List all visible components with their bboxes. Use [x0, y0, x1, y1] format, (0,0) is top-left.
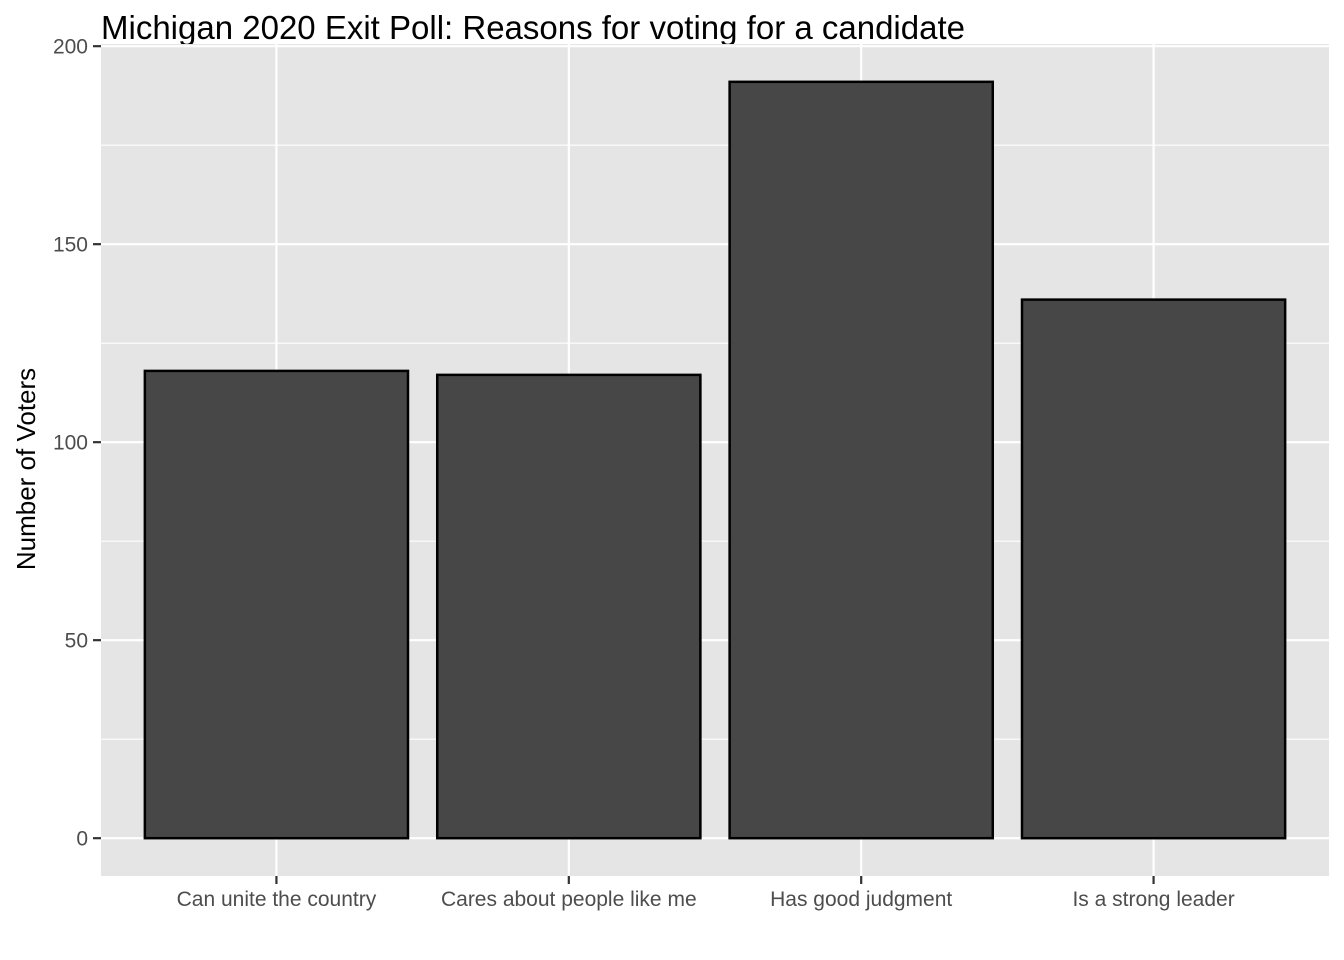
y-tick-label: 0: [76, 828, 88, 851]
bar-3: [728, 80, 995, 840]
bar-1: [143, 369, 410, 840]
chart-title: Michigan 2020 Exit Poll: Reasons for vot…: [101, 9, 965, 46]
y-tick-label: 50: [65, 630, 88, 653]
y-tick-label: 200: [53, 36, 88, 59]
y-axis-title: Number of Voters: [11, 368, 41, 570]
x-tick-label: Is a strong leader: [1072, 888, 1234, 911]
x-tick-label: Cares about people like me: [441, 888, 697, 911]
bar-4: [1020, 298, 1287, 840]
y-tick-label: 100: [53, 432, 88, 455]
x-tick-label: Can unite the country: [177, 888, 377, 911]
x-tick-label: Has good judgment: [770, 888, 952, 911]
bar-2: [435, 373, 702, 840]
y-tick-label: 150: [53, 234, 88, 257]
